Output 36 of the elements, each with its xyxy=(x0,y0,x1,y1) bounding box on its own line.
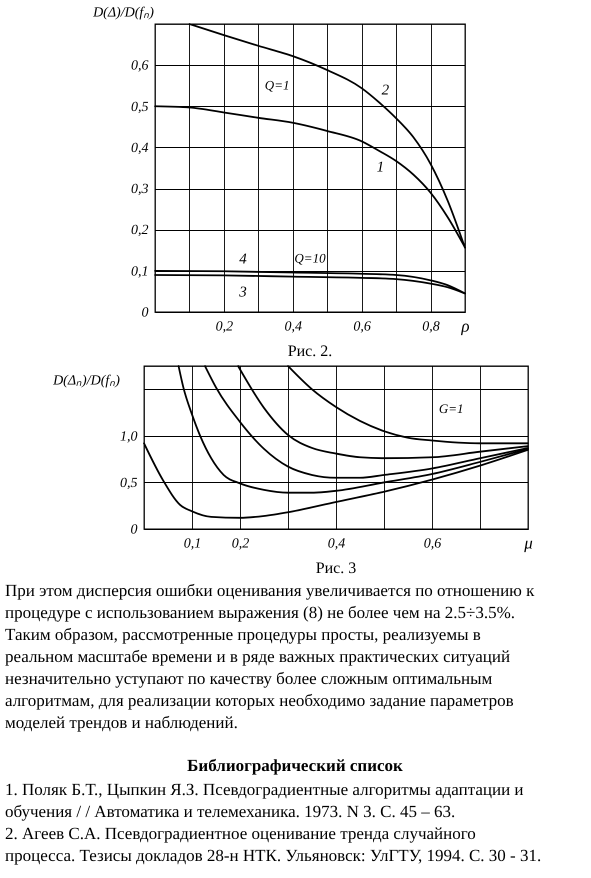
text: Библиографический список xyxy=(187,756,404,775)
x-tick-label: 0,1 xyxy=(184,536,202,552)
y-tick-label: 0,6 xyxy=(131,58,148,74)
x-tick-label: 0,4 xyxy=(284,320,302,334)
x-tick-label: 0,4 xyxy=(328,536,346,552)
series-label: 2 xyxy=(382,82,390,99)
x-tick-label: 0,2 xyxy=(232,536,250,552)
text: 2. Агеев С.А. Псевдоградиентное оценивание тренда случайного процесса. Тезисы докладов 28-н НТК. Ульяновск: УлГТУ, 1994. С. 30 - 31. xyxy=(5,824,542,865)
text: Рис. 2. xyxy=(288,343,332,360)
y-tick-label: 0 xyxy=(142,306,148,320)
y-tick-label: 0,5 xyxy=(120,476,138,491)
y-tick-label: 0,5 xyxy=(131,100,148,115)
x-axis-title: ρ xyxy=(460,316,470,336)
text: 1. Поляк Б.Т., Цыпкин Я.З. Псевдоградиентные алгоритмы адаптации и обучения / / Автоматика и телемеханика. 1973. N 3. С. 45 – 63. xyxy=(5,780,524,821)
series-label: 4 xyxy=(239,252,248,268)
y-tick-label: 1,0 xyxy=(120,429,138,444)
x-tick-label: 0,6 xyxy=(353,320,371,334)
y-tick-label: 0 xyxy=(130,522,138,538)
text: При этом дисперсия ошибки оценивания увеличивается по отношению к процедуре с использованием выражения (8) не более чем на 2.5÷3.5%. xyxy=(5,581,536,622)
series-label: 3 xyxy=(238,284,247,301)
y-tick-label: 0,1 xyxy=(131,264,148,280)
y-tick-label: 0,4 xyxy=(131,140,148,156)
text: Таким образом, рассмотренные процедуры просты, реализуемы в реальном масштабе времени и в ряде важных практических ситуаций незначительно уступают по качеству более сложным оптимальным алгоритмам, для реализации которых необходимо задание параметров моделей трендов и наблюдений. xyxy=(5,625,514,732)
text: Рис. 3 xyxy=(316,560,356,577)
y-axis-title: D(Δₙ)/D(fₙ) xyxy=(52,374,120,388)
annotation: Q=10 xyxy=(294,250,326,266)
y-tick-label: 0,2 xyxy=(131,223,148,238)
y-axis-title: D(Δ)/D(fₙ) xyxy=(92,6,154,20)
x-tick-label: 0,8 xyxy=(422,320,440,334)
series-label: 1 xyxy=(376,160,384,176)
x-tick-label: 0,2 xyxy=(216,320,234,334)
x-axis-title: μ xyxy=(523,534,533,552)
x-tick-label: 0,6 xyxy=(424,536,442,552)
y-tick-label: 0,3 xyxy=(131,182,148,198)
annotation: G=1 xyxy=(438,400,464,416)
annotation: Q=1 xyxy=(264,78,290,93)
